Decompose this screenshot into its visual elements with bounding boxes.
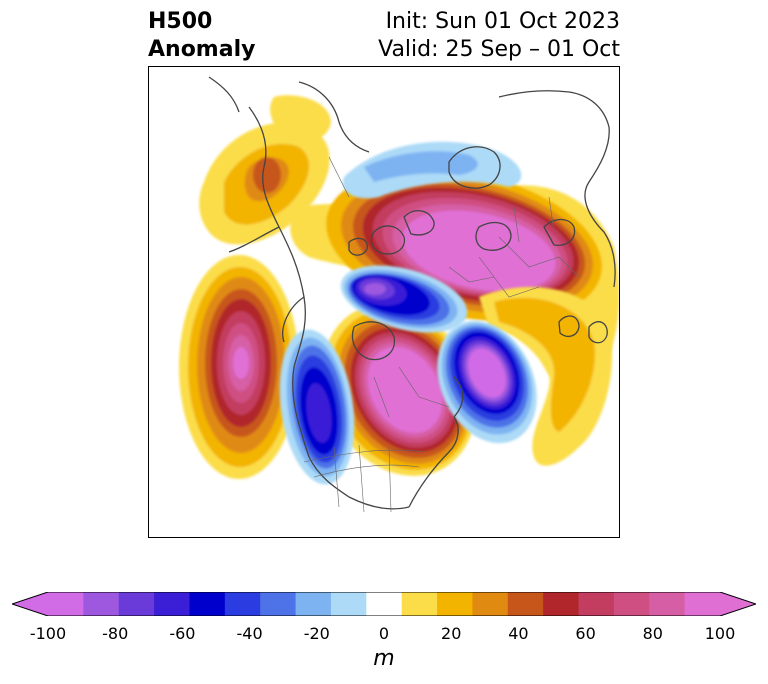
colorbar-tick-label: 80 bbox=[642, 624, 663, 643]
title-line-1: H500 bbox=[148, 9, 213, 34]
colorbar-cell bbox=[224, 592, 261, 616]
colorbar-tick-label: -100 bbox=[29, 624, 67, 643]
colorbar-cell bbox=[437, 592, 473, 616]
colorbar-tick-label: -60 bbox=[169, 624, 196, 643]
colorbar-unit-label: m bbox=[373, 646, 395, 671]
coastlines bbox=[208, 76, 616, 510]
colorbar-tick-label: 20 bbox=[441, 624, 462, 643]
anomaly-hudson-trough bbox=[340, 265, 468, 333]
anomaly-arctic-trough bbox=[343, 141, 522, 199]
colorbar-ticks: -100 -80 -60 -40 -20 0 20 40 60 80 100 bbox=[0, 624, 768, 644]
colorbar-cell bbox=[330, 592, 367, 616]
colorbar-cell bbox=[472, 592, 509, 616]
colorbar-tick-label: -20 bbox=[303, 624, 330, 643]
colorbar-cell bbox=[295, 592, 332, 616]
colorbar-cell bbox=[613, 592, 650, 616]
colorbar-cell bbox=[118, 592, 155, 616]
colorbar-cell bbox=[189, 592, 226, 616]
colorbar-cell bbox=[543, 592, 580, 616]
anomaly-central-canada-ridge bbox=[322, 304, 476, 476]
anomaly-north-pacific-ridge bbox=[179, 255, 299, 479]
colorbar-tick-label: -80 bbox=[102, 624, 129, 643]
date-labels: Init: Sun 01 Oct 2023 Valid: 25 Sep – 01… bbox=[378, 8, 620, 64]
colorbar-tick-label: -40 bbox=[236, 624, 263, 643]
map-title: H500 Anomaly bbox=[148, 8, 255, 64]
init-date-label: Init: Sun 01 Oct 2023 bbox=[385, 9, 620, 34]
colorbar-cell bbox=[366, 592, 403, 616]
colorbar-cell bbox=[507, 592, 544, 616]
colorbar-extend-low bbox=[12, 592, 48, 616]
colorbar-tick-label: 0 bbox=[378, 624, 390, 643]
map-canvas bbox=[179, 76, 619, 513]
anomaly-atlantic-band bbox=[479, 287, 613, 466]
colorbar-extend-high bbox=[720, 592, 756, 616]
colorbar-cell bbox=[684, 592, 721, 616]
colorbar-cell bbox=[649, 592, 686, 616]
colorbar bbox=[12, 592, 756, 616]
colorbar-cell bbox=[401, 592, 438, 616]
colorbar-tick-label: 40 bbox=[508, 624, 529, 643]
political-borders bbox=[303, 156, 580, 513]
anomaly-atlantic-trough bbox=[437, 320, 537, 444]
anomaly-map bbox=[148, 66, 620, 538]
colorbar-tick-label: 60 bbox=[575, 624, 596, 643]
colorbar-cell bbox=[83, 592, 120, 616]
colorbar-cell bbox=[154, 592, 190, 616]
colorbar-cell bbox=[260, 592, 297, 616]
colorbar-cell bbox=[578, 592, 615, 616]
title-line-2: Anomaly bbox=[148, 37, 256, 62]
colorbar-cell bbox=[48, 592, 84, 616]
colorbar-tick-label: 100 bbox=[704, 624, 736, 643]
valid-date-label: Valid: 25 Sep – 01 Oct bbox=[378, 37, 620, 62]
anomaly-western-us-trough bbox=[279, 329, 355, 485]
